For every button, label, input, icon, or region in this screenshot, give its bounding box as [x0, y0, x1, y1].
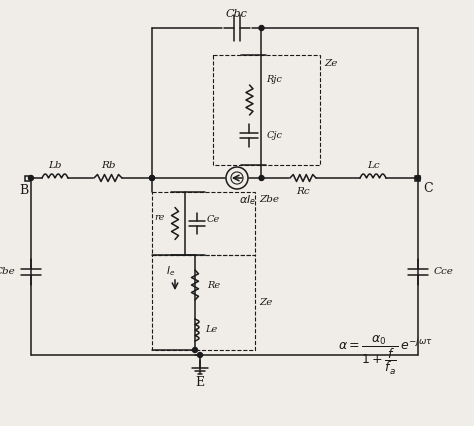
Bar — [152, 255, 255, 350]
Bar — [152, 192, 255, 255]
Circle shape — [198, 352, 202, 357]
Text: Le: Le — [205, 325, 217, 334]
Text: E: E — [195, 377, 205, 389]
Text: Rb: Rb — [101, 161, 115, 170]
Text: Zbe: Zbe — [259, 196, 279, 204]
Circle shape — [149, 176, 155, 181]
Text: $I_e$: $I_e$ — [166, 264, 175, 278]
Circle shape — [259, 176, 264, 181]
Text: C: C — [423, 181, 433, 195]
Text: Ze: Ze — [324, 58, 337, 67]
Bar — [213, 55, 320, 165]
Text: Lb: Lb — [48, 161, 62, 170]
Circle shape — [28, 176, 34, 181]
Text: Rc: Rc — [296, 187, 310, 196]
Text: Cbc: Cbc — [226, 9, 248, 19]
Circle shape — [416, 176, 420, 181]
Text: Lc: Lc — [367, 161, 379, 170]
Text: $\alpha I_e$: $\alpha I_e$ — [239, 193, 256, 207]
Text: Ce: Ce — [207, 215, 220, 224]
Text: $\alpha = \dfrac{\alpha_0}{1 + \dfrac{f}{f_a}}\,e^{-j\omega\tau}$: $\alpha = \dfrac{\alpha_0}{1 + \dfrac{f}… — [337, 334, 432, 377]
Bar — [26, 176, 30, 181]
Text: Cjc: Cjc — [266, 130, 283, 139]
Text: re: re — [155, 213, 165, 222]
Text: B: B — [19, 184, 28, 196]
Circle shape — [259, 26, 264, 31]
Text: Rjc: Rjc — [266, 75, 283, 84]
Bar — [416, 176, 420, 181]
Circle shape — [192, 348, 198, 352]
Text: Ze: Ze — [259, 298, 273, 307]
Text: Cce: Cce — [434, 268, 454, 276]
Text: Cbe: Cbe — [0, 268, 15, 276]
Circle shape — [149, 176, 155, 181]
Text: Re: Re — [207, 280, 220, 290]
